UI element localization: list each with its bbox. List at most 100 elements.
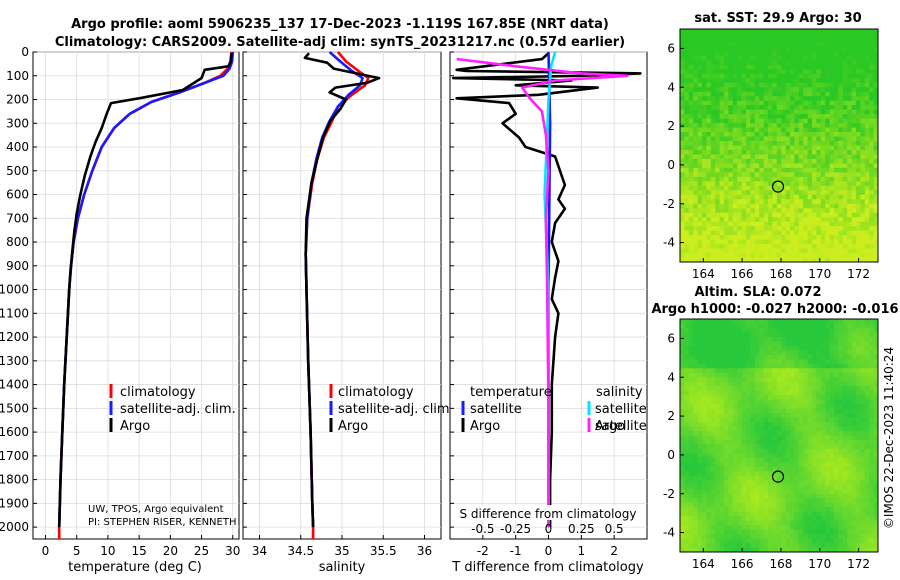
map-cell xyxy=(684,149,690,155)
map-cell xyxy=(680,78,685,84)
map-cell xyxy=(851,480,857,486)
map-cell xyxy=(798,217,804,223)
map-cell xyxy=(838,511,844,517)
map-cell xyxy=(754,163,760,169)
map-cell xyxy=(807,172,813,178)
map-cell xyxy=(856,114,861,120)
map-cell xyxy=(746,368,751,374)
map-cell xyxy=(829,230,835,236)
map-cell xyxy=(772,390,778,396)
map-cell xyxy=(834,345,839,351)
map-cell xyxy=(860,190,866,196)
map-cell xyxy=(829,29,835,34)
map-cell xyxy=(768,105,773,111)
map-cell xyxy=(768,480,773,486)
map-cell xyxy=(851,194,857,200)
map-cell xyxy=(842,190,848,196)
map-cell xyxy=(807,96,813,102)
map-cell xyxy=(781,444,786,450)
map-cell xyxy=(710,226,716,232)
map-cell xyxy=(838,154,844,160)
map-cell xyxy=(776,363,782,369)
map-cell xyxy=(772,484,778,490)
map-cell xyxy=(702,136,707,142)
map-cell xyxy=(816,439,822,445)
map-cell xyxy=(741,96,747,102)
map-cell xyxy=(728,154,734,160)
map-cell xyxy=(798,208,804,214)
map-cell xyxy=(680,466,685,472)
map-cell xyxy=(820,466,826,472)
map-cell xyxy=(825,33,830,39)
map-cell xyxy=(847,484,852,490)
map-cell xyxy=(750,158,756,164)
map-cell xyxy=(706,372,712,378)
map-cell xyxy=(794,457,800,463)
map-cell xyxy=(772,244,778,249)
map-cell xyxy=(680,471,685,477)
map-cell xyxy=(746,413,751,418)
map-cell xyxy=(697,390,703,396)
map-cell xyxy=(842,507,848,513)
map-cell xyxy=(763,426,769,432)
map-cell xyxy=(772,507,778,513)
map-cell xyxy=(820,109,826,115)
map-cell xyxy=(763,29,769,34)
map-cell xyxy=(847,145,852,151)
map-cell xyxy=(719,457,725,463)
map-cell xyxy=(790,502,795,508)
map-cell xyxy=(812,529,817,535)
map-cell xyxy=(746,145,751,151)
map-cell xyxy=(869,377,874,383)
map-cell xyxy=(772,336,778,342)
map-cell xyxy=(869,37,874,43)
map-cell xyxy=(763,127,769,133)
map-cell xyxy=(851,248,857,254)
map-cell xyxy=(750,529,756,535)
map-cell xyxy=(719,158,725,164)
map-cell xyxy=(860,350,866,356)
map-cell xyxy=(772,217,778,223)
map-cell xyxy=(803,462,808,468)
map-cell xyxy=(754,435,760,441)
map-cell xyxy=(820,417,826,423)
map-cell xyxy=(754,42,760,48)
map-cell xyxy=(776,73,782,79)
map-cell xyxy=(772,100,778,106)
map-cell xyxy=(803,217,808,223)
map-cell xyxy=(803,190,808,196)
map-cell xyxy=(860,163,866,169)
map-cell xyxy=(781,55,786,61)
map-cell xyxy=(776,332,782,338)
map-cell xyxy=(684,448,690,454)
map-cell xyxy=(856,498,861,504)
map-cell xyxy=(768,163,773,169)
map-cell xyxy=(847,87,852,93)
map-cell xyxy=(847,217,852,223)
map-cell xyxy=(829,136,835,142)
map-cell xyxy=(754,466,760,472)
map-cell xyxy=(816,78,822,84)
map-cell xyxy=(768,87,773,93)
map-cell xyxy=(688,448,694,454)
map-cell xyxy=(710,208,716,214)
map-cell xyxy=(834,516,839,522)
map-cell xyxy=(790,194,795,200)
map-cell xyxy=(702,194,707,200)
map-cell xyxy=(732,363,738,369)
map-cell xyxy=(834,212,839,218)
map-cell xyxy=(684,543,690,548)
map-cell xyxy=(869,538,874,544)
map-cell xyxy=(820,422,826,427)
map-cell xyxy=(688,417,694,423)
map-cell xyxy=(688,181,694,187)
x-tick-label: 10 xyxy=(100,544,115,558)
map-cell xyxy=(864,484,870,490)
map-cell xyxy=(829,55,835,61)
map-cell xyxy=(873,480,879,486)
map-cell xyxy=(825,181,830,187)
map-cell xyxy=(732,235,738,240)
map-cell xyxy=(750,37,756,43)
map-cell xyxy=(759,354,764,360)
map-cell xyxy=(759,341,764,347)
